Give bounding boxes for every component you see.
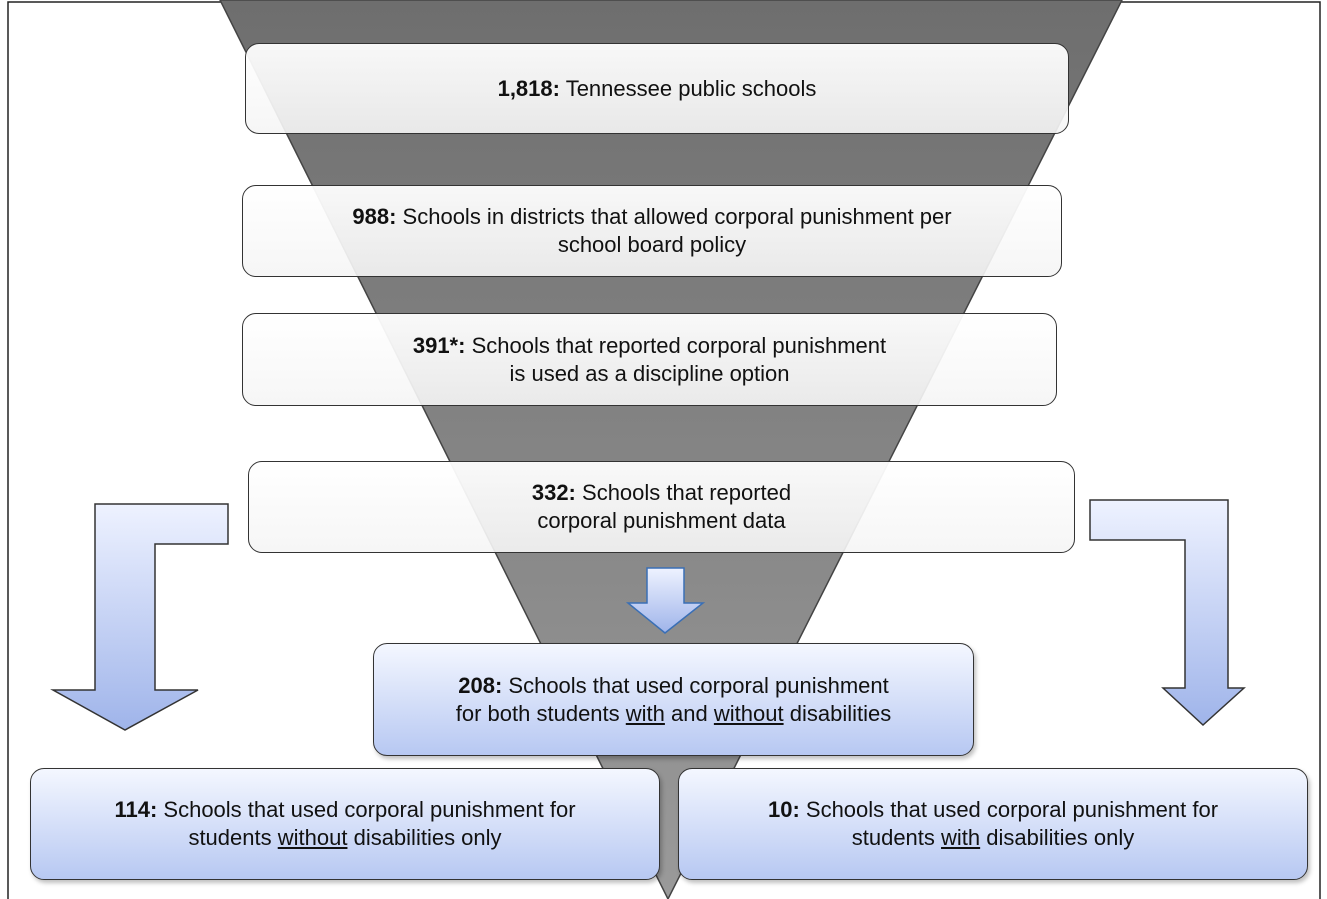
node-box: 208: Schools that used corporal punishme… xyxy=(373,643,974,756)
node-text: 332: Schools that reported corporal punis… xyxy=(532,479,791,535)
node-segment: disabilities only xyxy=(986,825,1135,850)
node-text: 208: Schools that used corporal punishme… xyxy=(456,672,891,728)
node-number: 332: xyxy=(531,480,576,505)
node-line: Schools in districts that allowed corpor… xyxy=(402,204,952,229)
node-segment: for both students xyxy=(455,700,620,726)
node-line: Schools that reported corporal punishmen… xyxy=(471,332,887,358)
node-text: 988: Schools in districts that allowed c… xyxy=(352,203,951,259)
node-segment: with xyxy=(941,825,981,850)
node-segment: students xyxy=(851,825,935,850)
center-arrow xyxy=(625,567,706,634)
node-box: 10: Schools that used corporal punishmen… xyxy=(678,768,1308,880)
node-number: 988: xyxy=(352,204,397,229)
node-segment: without xyxy=(277,825,348,850)
funnel xyxy=(219,0,1123,899)
node-segment: disabilities only xyxy=(353,825,502,850)
node-segment: disabilities xyxy=(789,700,892,726)
node-line: Schools that used corporal punishment fo… xyxy=(163,797,576,822)
node-box: 1,818: Tennessee public schools xyxy=(245,43,1069,134)
node-segment: with xyxy=(625,700,665,726)
node-text: 114: Schools that used corporal punishme… xyxy=(114,796,575,852)
node-number: 208: xyxy=(458,672,503,698)
node-segment: students xyxy=(188,825,272,850)
node-text: 391*: Schools that reported corporal pun… xyxy=(413,332,886,388)
node-line: Schools that used corporal punishment fo… xyxy=(805,797,1219,822)
node-line: Schools that reported xyxy=(582,480,792,505)
node-line: Schools that used corporal punishment xyxy=(508,672,889,698)
node-number: 10: xyxy=(767,797,800,822)
node-line: school board policy xyxy=(557,232,747,257)
node-text: 1,818: Tennessee public schools xyxy=(498,75,817,103)
node-segment: and xyxy=(671,700,708,726)
node-text: 10: Schools that used corporal punishmen… xyxy=(768,796,1218,852)
left-arrow xyxy=(50,503,229,731)
node-box: 114: Schools that used corporal punishme… xyxy=(30,768,660,880)
node-line: corporal punishment data xyxy=(537,508,786,533)
node-segment: without xyxy=(713,700,784,726)
node-line: Tennessee public schools xyxy=(565,75,817,101)
node-line: is used as a discipline option xyxy=(509,360,790,386)
node-number: 391*: xyxy=(412,332,466,358)
node-box: 332: Schools that reported corporal punis… xyxy=(248,461,1075,553)
node-number: 114: xyxy=(114,797,158,822)
node-box: 988: Schools in districts that allowed c… xyxy=(242,185,1062,277)
node-box: 391*: Schools that reported corporal pun… xyxy=(242,313,1057,406)
right-arrow xyxy=(1089,499,1246,727)
node-number: 1,818: xyxy=(497,75,560,101)
